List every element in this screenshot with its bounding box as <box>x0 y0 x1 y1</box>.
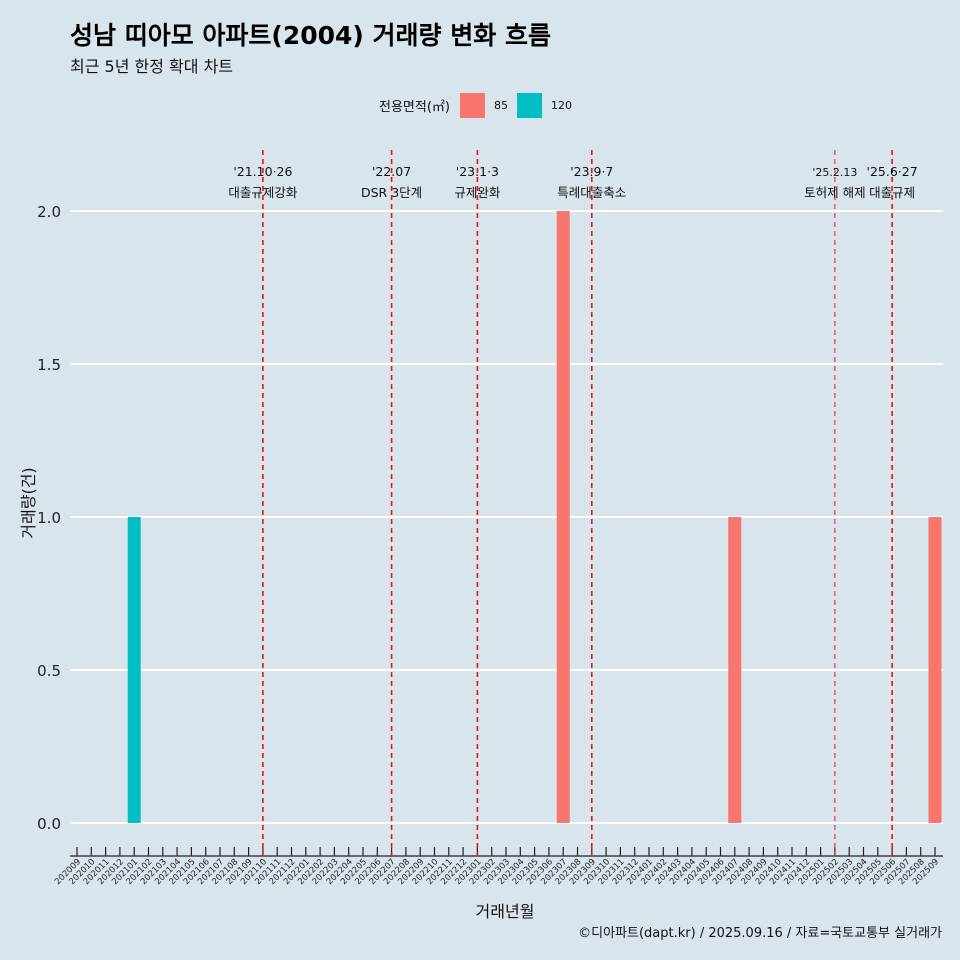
legend-label-120: 120 <box>550 99 572 112</box>
legend-swatch-120 <box>516 93 542 118</box>
legend: 전용면적(㎡) 85 120 <box>0 93 960 118</box>
event-label: 규제완화 <box>454 185 501 200</box>
event-label: 대출규제 <box>869 185 915 200</box>
bar-85 <box>928 517 942 823</box>
y-tick-label: 1.0 <box>37 509 61 527</box>
legend-label-85: 85 <box>493 99 508 112</box>
event-label: 특례대출축소 <box>557 185 626 200</box>
bar-85 <box>556 211 570 823</box>
chart-subtitle: 최근 5년 한정 확대 차트 <box>70 57 234 76</box>
event-date: '22.07 <box>372 164 411 179</box>
y-tick-label: 2.0 <box>37 203 61 221</box>
event-date: '25.6·27 <box>867 164 918 179</box>
bar-120 <box>127 517 141 823</box>
y-tick-label: 0.5 <box>37 662 61 680</box>
legend-title: 전용면적(㎡) <box>379 100 450 115</box>
event-date: '23.9·7 <box>570 164 613 179</box>
bar-85 <box>728 517 742 823</box>
y-axis-label: 거래량(건) <box>19 467 38 539</box>
event-label: DSR 3단계 <box>361 185 422 200</box>
y-tick-label: 1.5 <box>37 356 61 374</box>
y-tick-label: 0.0 <box>37 815 61 833</box>
event-date: '21.10·26 <box>233 164 292 179</box>
x-axis-label: 거래년월 <box>475 902 535 921</box>
chart-title: 성남 띠아모 아파트(2004) 거래량 변화 흐름 <box>70 21 551 50</box>
event-date: '25.2.13 <box>812 166 857 179</box>
event-label: 토허제 해제 <box>804 185 865 200</box>
caption: ©디아파트(dapt.kr) / 2025.09.16 / 자료=국토교통부 실… <box>578 926 942 941</box>
legend-swatch-85 <box>459 93 485 118</box>
event-label: 대출규제강화 <box>228 185 298 200</box>
event-date: '23.1·3 <box>456 164 499 179</box>
